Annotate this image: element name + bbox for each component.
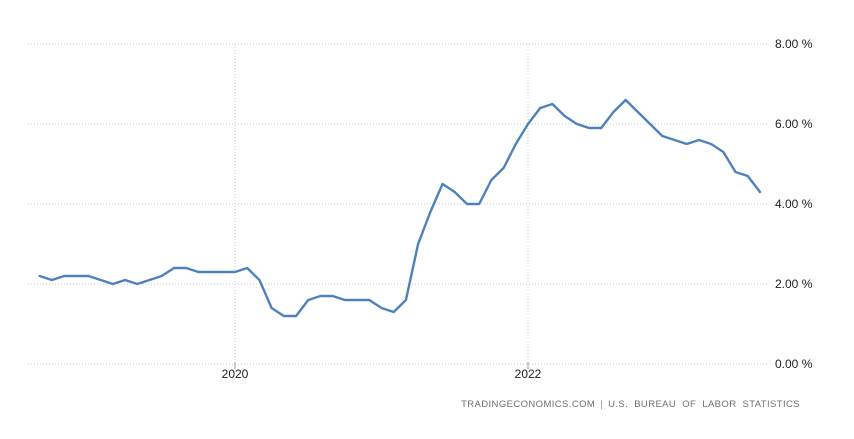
y-axis-tick-label: 2.00 % — [775, 277, 813, 291]
core-inflation-line — [38, 98, 762, 318]
horizontal-gridlines — [28, 43, 768, 365]
x-axis-ticks — [234, 362, 529, 369]
y-axis-tick-label: 4.00 % — [775, 197, 813, 211]
vertical-gridlines — [234, 44, 529, 364]
x-axis-tick-label: 2022 — [514, 367, 542, 381]
attribution-separator: | — [600, 399, 604, 410]
y-axis-tick-label: 6.00 % — [775, 117, 813, 131]
y-axis-tick-label: 8.00 % — [775, 37, 813, 51]
attribution-agency: U.S. BUREAU OF LABOR STATISTICS — [608, 399, 800, 410]
attribution: TRADINGECONOMICS.COM | U.S. BUREAU OF LABO… — [461, 399, 800, 410]
attribution-source: TRADINGECONOMICS.COM — [461, 399, 596, 410]
x-axis-tick-label: 2020 — [221, 367, 249, 381]
y-axis-tick-label: 0.00 % — [775, 357, 813, 371]
